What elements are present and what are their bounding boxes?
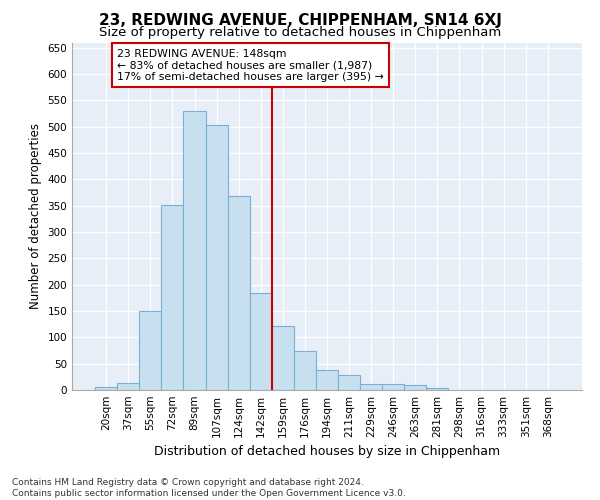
Text: Size of property relative to detached houses in Chippenham: Size of property relative to detached ho… [99,26,501,39]
Bar [250,292,272,390]
Bar [360,384,382,390]
Bar [338,376,360,390]
Bar [206,125,227,390]
Text: 23, REDWING AVENUE, CHIPPENHAM, SN14 6XJ: 23, REDWING AVENUE, CHIPPENHAM, SN14 6XJ [98,12,502,28]
Text: 23 REDWING AVENUE: 148sqm
← 83% of detached houses are smaller (1,987)
17% of se: 23 REDWING AVENUE: 148sqm ← 83% of detac… [117,49,384,82]
Bar [227,196,250,390]
Text: Contains HM Land Registry data © Crown copyright and database right 2024.
Contai: Contains HM Land Registry data © Crown c… [12,478,406,498]
Bar [272,326,294,390]
X-axis label: Distribution of detached houses by size in Chippenham: Distribution of detached houses by size … [154,446,500,458]
Bar [184,111,206,390]
Bar [427,388,448,390]
Bar [95,388,117,390]
Bar [382,384,404,390]
Bar [161,204,184,390]
Y-axis label: Number of detached properties: Number of detached properties [29,123,42,309]
Bar [117,383,139,390]
Bar [294,350,316,390]
Bar [139,311,161,390]
Bar [404,384,427,390]
Bar [316,370,338,390]
